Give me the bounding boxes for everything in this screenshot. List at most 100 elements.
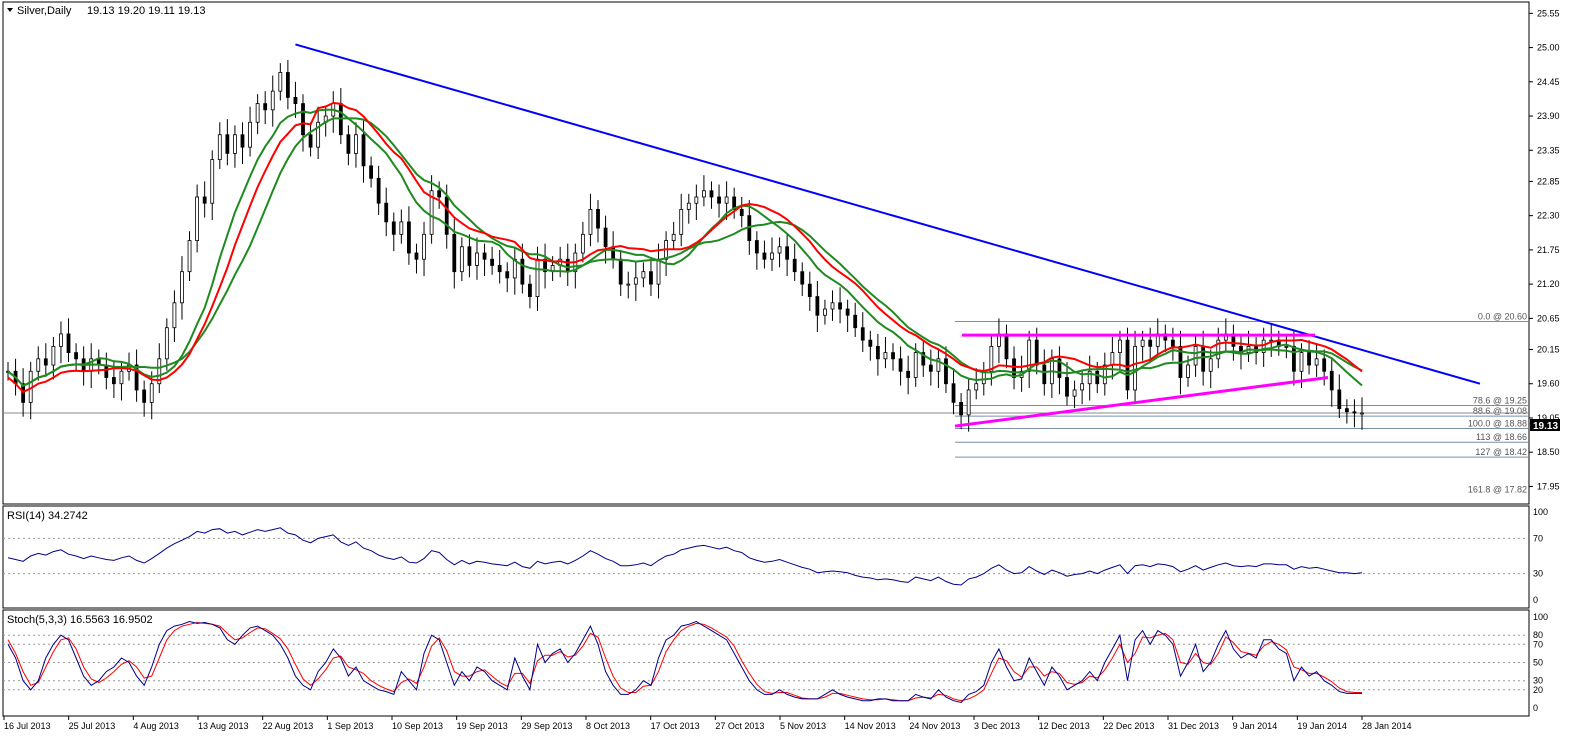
candle-body <box>195 196 200 241</box>
candle-body <box>1027 339 1032 372</box>
stoch-signal-line <box>7 621 1362 702</box>
candle-body <box>702 190 706 198</box>
candle-body <box>43 358 48 366</box>
candle-body <box>1057 358 1062 378</box>
candle-body <box>391 221 396 235</box>
candle-body <box>233 134 237 154</box>
candle-body <box>686 202 691 210</box>
x-tick-label: 13 Aug 2013 <box>198 721 249 731</box>
y-tick-label: 21.20 <box>1537 279 1560 289</box>
candle-body <box>452 233 457 273</box>
y-tick-label: 24.45 <box>1537 77 1560 87</box>
candle-body <box>618 258 623 285</box>
candle-body <box>777 246 782 254</box>
x-tick-label: 16 Jul 2013 <box>4 721 51 731</box>
rsi-level-label: 0 <box>1533 595 1538 605</box>
candle-body <box>1261 339 1266 353</box>
fib-label: 161.8 @ 17.82 <box>1468 485 1527 495</box>
candle-body <box>202 196 207 204</box>
candle-body <box>475 252 479 266</box>
candle-body <box>1344 408 1349 413</box>
candle-body <box>51 345 56 366</box>
stoch-level-label: 100 <box>1533 612 1548 622</box>
candle-body <box>1208 358 1213 372</box>
candle-body <box>1095 370 1100 385</box>
stoch-panel-frame <box>2 609 1530 717</box>
candle-body <box>724 196 729 204</box>
candle-body <box>1102 364 1107 385</box>
fib-label: 88.6 @ 19.08 <box>1473 406 1527 416</box>
rsi-label: RSI(14) 34.2742 <box>7 510 88 522</box>
rsi-line <box>7 527 1363 586</box>
candle-body <box>210 159 215 204</box>
candle-body <box>384 202 389 223</box>
candle-body <box>936 358 941 372</box>
stoch-level-label: 30 <box>1533 676 1543 686</box>
x-tick-label: 22 Dec 2013 <box>1103 721 1154 731</box>
candle-body <box>845 308 850 316</box>
candle-body <box>1125 339 1130 391</box>
candle-body <box>641 271 646 279</box>
candle-body <box>1284 345 1289 348</box>
candle-body <box>459 246 464 273</box>
fib-label: 127 @ 18.42 <box>1475 447 1527 457</box>
x-tick-label: 4 Aug 2013 <box>133 721 179 731</box>
stoch-level-label: 20 <box>1533 685 1543 695</box>
x-tick-label: 19 Jan 2014 <box>1297 721 1347 731</box>
red-ma-line <box>7 101 1363 394</box>
candle-body <box>1140 339 1145 347</box>
candle-body <box>1110 352 1115 366</box>
candle-body <box>1307 352 1311 366</box>
price-badge-bg <box>1530 419 1560 431</box>
candle-body <box>1186 364 1190 378</box>
y-tick-label: 25.00 <box>1537 43 1560 53</box>
candle-body <box>376 177 381 204</box>
rsi-panel-frame <box>2 505 1530 609</box>
candle-body <box>316 121 321 148</box>
candle-body <box>580 233 585 254</box>
candle-body <box>815 296 820 316</box>
candle-body <box>142 389 147 403</box>
candle-body <box>792 258 797 273</box>
x-tick-label: 19 Sep 2013 <box>457 721 508 731</box>
y-tick-label: 19.60 <box>1537 379 1560 389</box>
candle-body <box>1292 345 1296 372</box>
candle-body <box>248 121 252 148</box>
candle-body <box>1193 345 1198 366</box>
x-tick-label: 22 Aug 2013 <box>263 721 314 731</box>
candle-body <box>535 258 540 297</box>
candle-body <box>679 209 684 235</box>
candle-body <box>164 327 169 360</box>
x-tick-label: 29 Sep 2013 <box>521 721 572 731</box>
candle-body <box>596 209 600 229</box>
x-tick-label: 8 Oct 2013 <box>586 721 630 731</box>
candle-body <box>301 103 305 136</box>
candle-body <box>414 252 419 260</box>
candle-body <box>354 134 358 154</box>
candle-body <box>770 252 774 260</box>
x-tick-label: 3 Dec 2013 <box>974 721 1020 731</box>
candle-body <box>807 283 812 297</box>
rsi-layer: 100 70 30 0 <box>3 507 1548 605</box>
fib-label: 113 @ 18.66 <box>1476 432 1527 442</box>
candle-body <box>1352 411 1357 414</box>
candle-body <box>853 314 858 329</box>
candle-body <box>1148 339 1153 347</box>
candle-body <box>966 389 971 416</box>
candle-body <box>906 370 911 378</box>
dropdown-triangle-icon[interactable] <box>7 8 13 12</box>
candle-body <box>482 252 487 260</box>
candle-body <box>588 209 593 235</box>
stoch-level-label: 0 <box>1533 703 1538 713</box>
candle-body <box>240 134 245 148</box>
candle-body <box>1133 345 1137 391</box>
candle-body <box>913 352 918 378</box>
x-tick-label: 17 Oct 2013 <box>651 721 700 731</box>
candle-body <box>1004 333 1009 360</box>
candle-body <box>1065 377 1069 397</box>
candle-body <box>959 401 963 416</box>
candle-body <box>36 358 41 372</box>
y-tick-label: 23.35 <box>1537 145 1560 155</box>
